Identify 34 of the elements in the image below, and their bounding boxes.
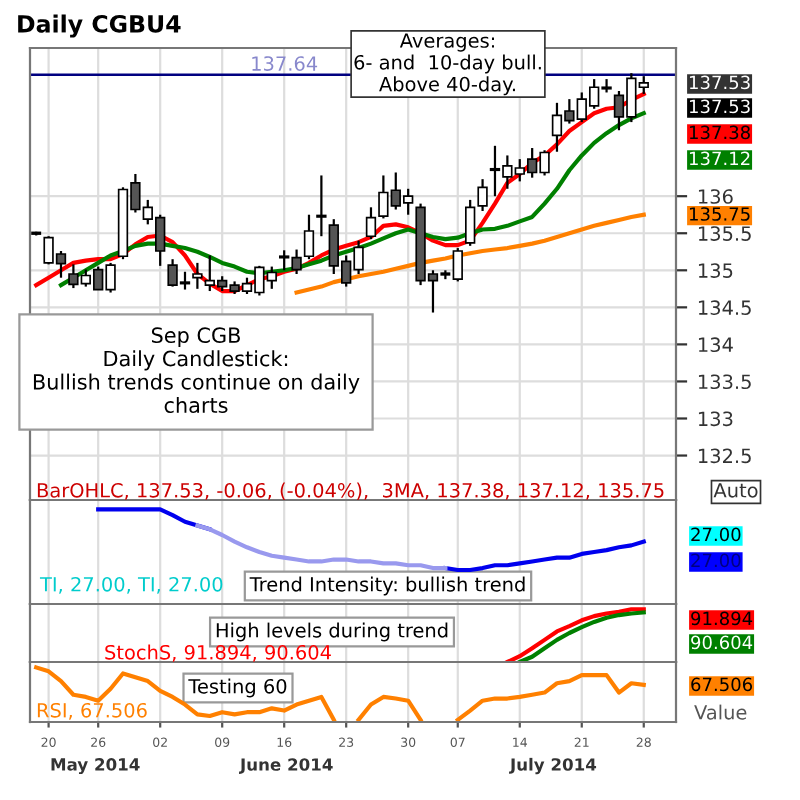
text: 27.00 bbox=[691, 527, 741, 542]
text: Value bbox=[694, 704, 747, 720]
text: 90.604 bbox=[691, 635, 753, 650]
annotation: Averages: 6- and 10-day bull. Above 40-day. bbox=[354, 33, 541, 96]
annotation: Sep CGB Daily Candlestick: Bullish trends continue on daily charts bbox=[33, 327, 360, 414]
annotation: BarOHLC, 137.53, -0.06, (-0.04%), 3MA, 137.38, 137.12, 135.75 bbox=[37, 482, 664, 500]
y-tick-label: 134 bbox=[698, 337, 733, 353]
y-tick-label: 135.5 bbox=[698, 226, 751, 241]
y-tick-label: 135 bbox=[698, 263, 733, 278]
text: Auto bbox=[713, 483, 758, 498]
text: 137.53 bbox=[689, 99, 750, 114]
ref-line-label: 137.64 bbox=[252, 56, 318, 71]
annotation: Trend Intensity: bullish trend bbox=[249, 576, 525, 596]
text: 135.75 bbox=[689, 207, 750, 221]
y-tick-label: 136 bbox=[698, 189, 733, 204]
text: 27.00 bbox=[691, 553, 741, 568]
annotation: StochS, 91.894, 90.604 bbox=[105, 644, 331, 662]
y-tick-label: 132.5 bbox=[698, 448, 751, 464]
annotation: RSI, 67.506 bbox=[37, 702, 147, 720]
annotation: High levels during trend bbox=[216, 622, 448, 642]
text: July 2014 bbox=[509, 757, 597, 775]
text: June 2014 bbox=[239, 758, 333, 774]
y-tick-label: 134.5 bbox=[698, 300, 751, 316]
text: 137.38 bbox=[689, 125, 750, 140]
text: 137.12 bbox=[689, 151, 750, 166]
y-tick-label: 133 bbox=[698, 411, 733, 427]
text: 91.894 bbox=[691, 611, 753, 626]
chart-title: Daily CGBU4 bbox=[18, 14, 181, 38]
text: 137.53 bbox=[689, 75, 750, 90]
annotation: TI, 27.00, TI, 27.00 bbox=[39, 576, 223, 594]
annotation: Testing 60 bbox=[188, 678, 287, 698]
y-tick-label: 133.5 bbox=[698, 374, 751, 390]
text: May 2014 bbox=[51, 758, 140, 775]
text: 67.506 bbox=[691, 677, 753, 692]
